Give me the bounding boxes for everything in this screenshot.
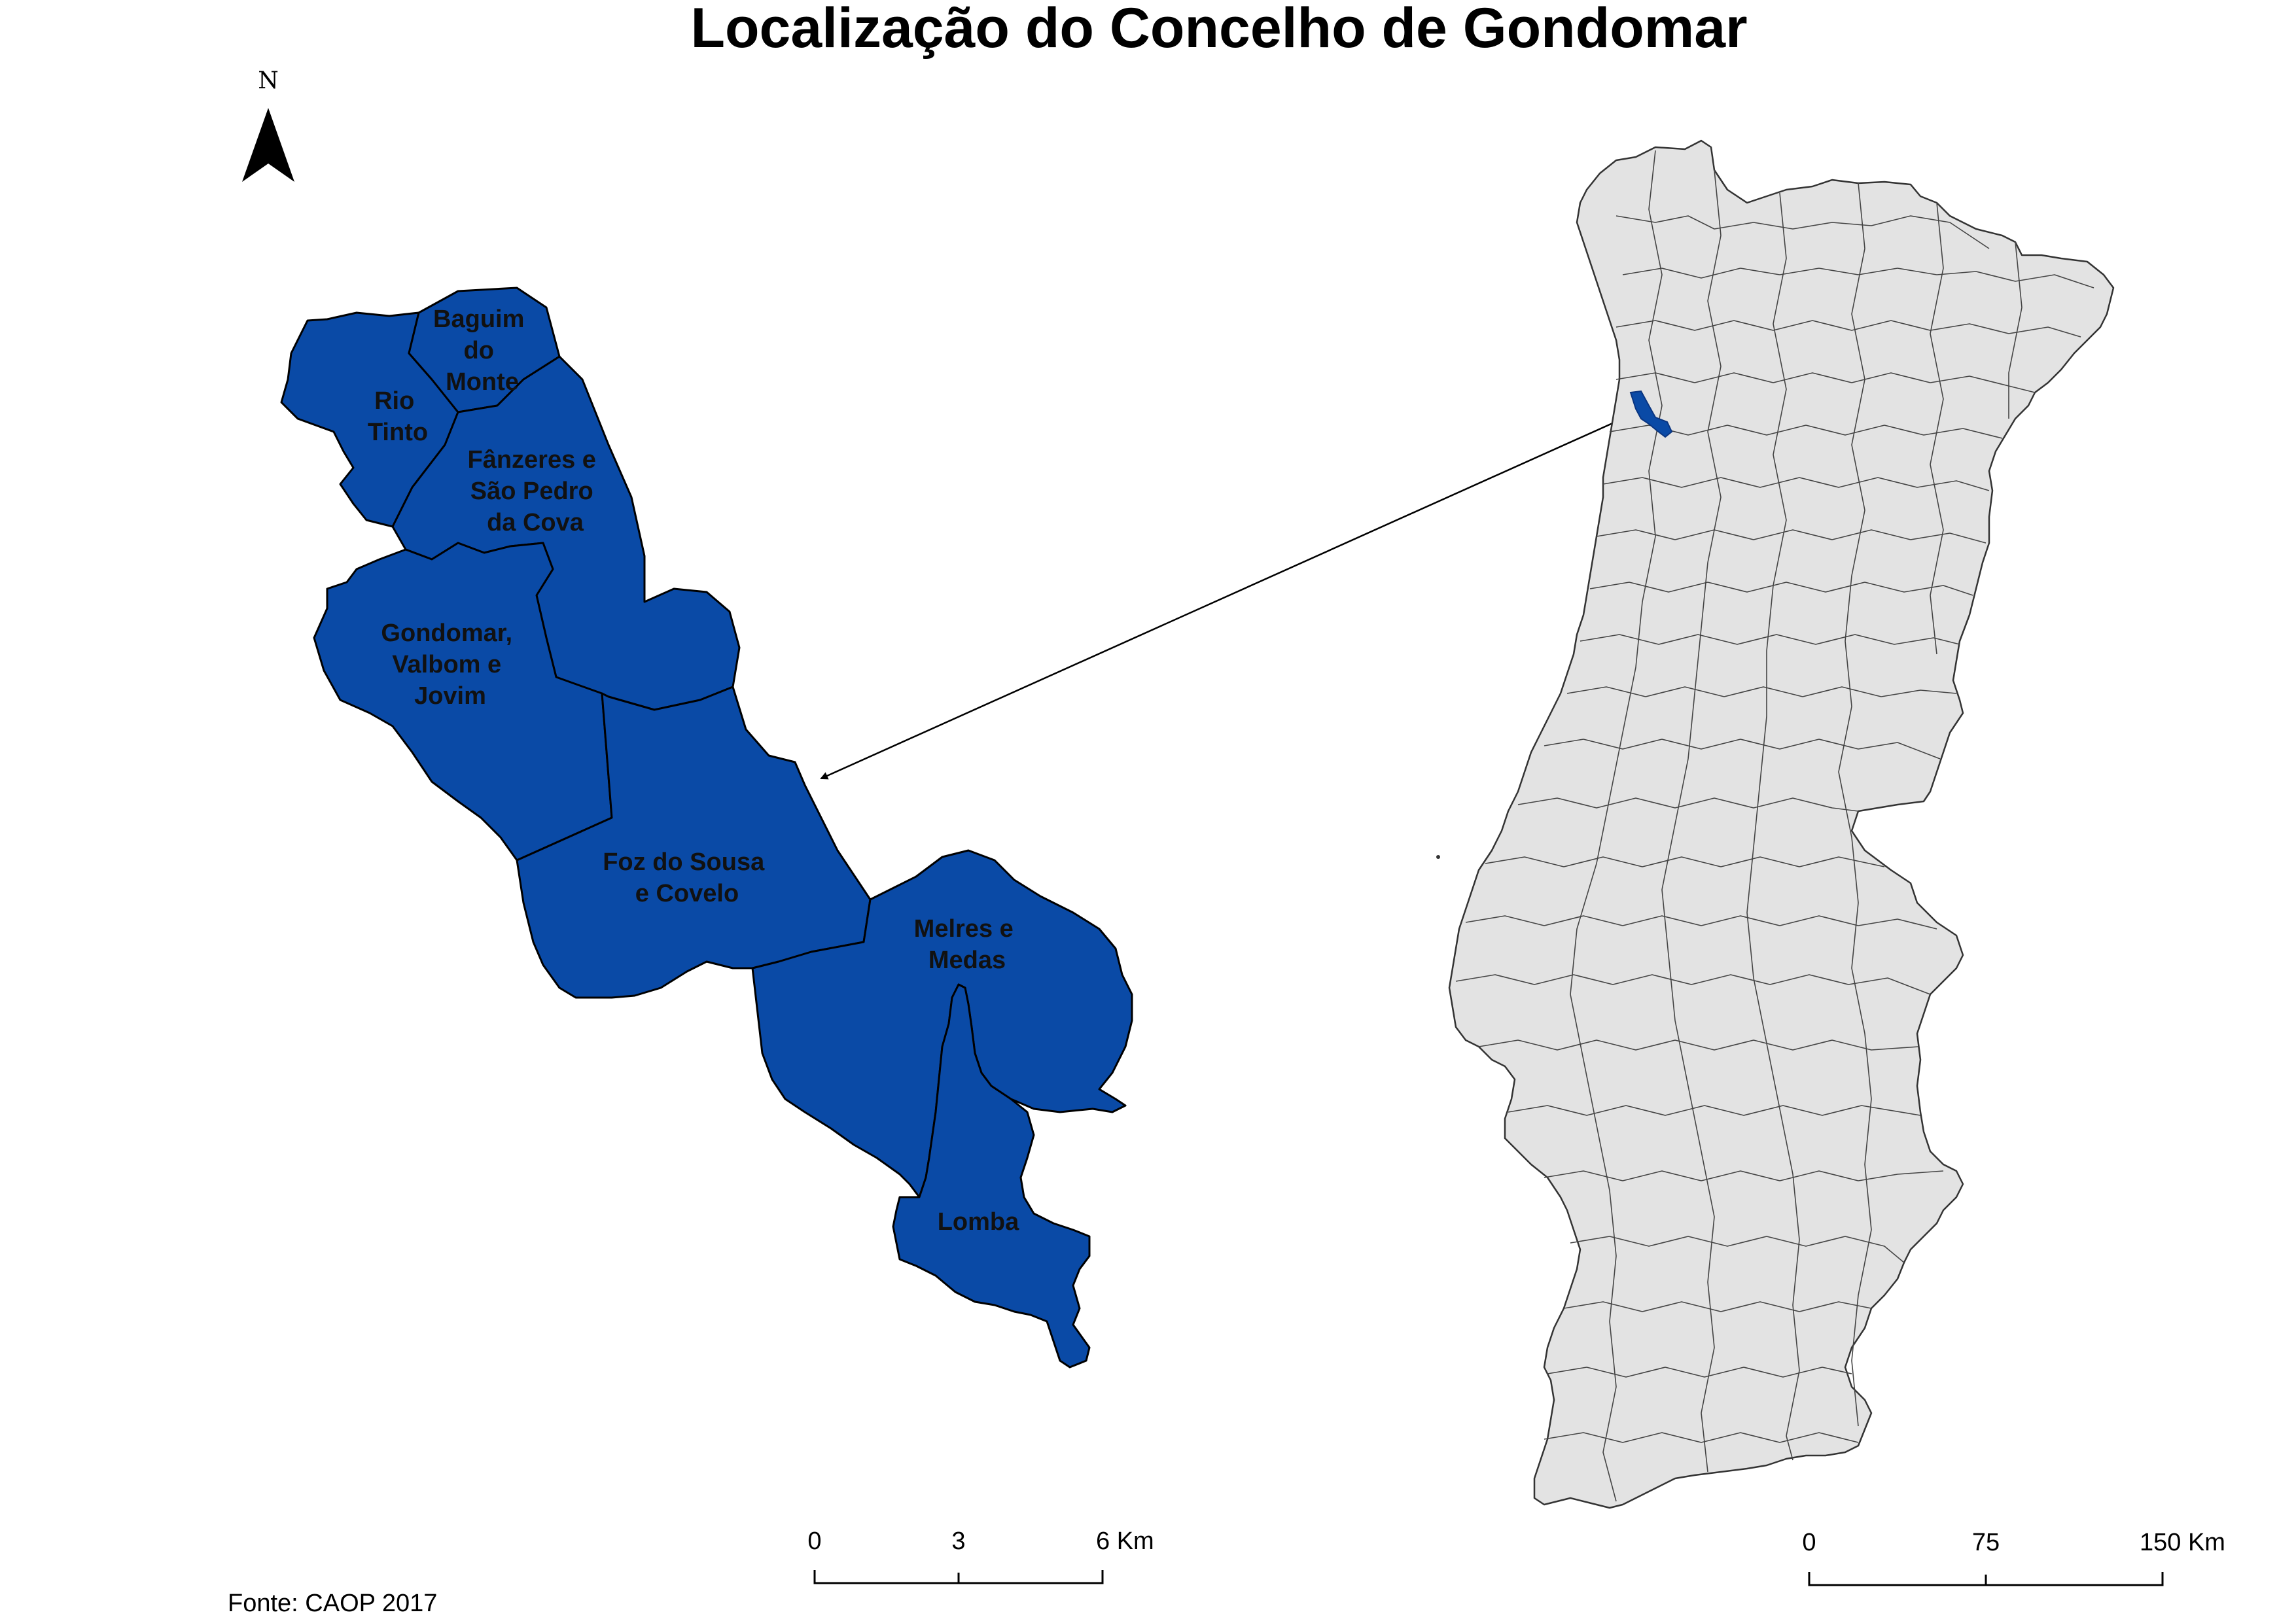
label-foz-do-sousa: Foz do Sousa e Covelo [603, 848, 771, 907]
island-dot [1436, 855, 1440, 859]
parish-gondomar[interactable] [313, 542, 613, 862]
label-lomba: Lomba [938, 1208, 1019, 1236]
svg-text:150 Km: 150 Km [2140, 1529, 2225, 1556]
label-melres: Melres e Medas [914, 915, 1021, 974]
parish-rio-tinto[interactable] [280, 311, 459, 528]
source-caption: Fonte: CAOP 2017 [228, 1590, 437, 1617]
locator-arrow [820, 417, 1623, 780]
label-baguim: Baguim do Monte [433, 305, 531, 396]
scale-bar-detail: 0 3 6 Km [807, 1527, 1154, 1584]
label-rio-tinto: Rio Tinto [368, 387, 428, 446]
svg-text:6 Km: 6 Km [1096, 1527, 1154, 1555]
label-fanzeres: Fânzeres e São Pedro da Cova [467, 446, 603, 536]
svg-text:0: 0 [1802, 1529, 1816, 1556]
svg-text:0: 0 [807, 1527, 821, 1555]
north-label: N [258, 67, 279, 94]
label-gondomar: Gondomar, Valbom e Jovim [381, 620, 519, 710]
gondomar-highlight [1629, 390, 1673, 438]
map-title: Localização do Concelho de Gondomar [690, 0, 1747, 60]
gondomar-parish-map: Baguim do Monte Rio Tinto Fânzeres e São… [280, 287, 1133, 1369]
municipal-boundaries [1455, 150, 2094, 1502]
scale-bar-country: 0 75 150 Km [1802, 1529, 2225, 1586]
portugal-locator-map [1436, 139, 2115, 1509]
svg-text:75: 75 [1972, 1529, 2000, 1556]
parish-lomba[interactable] [892, 983, 1091, 1369]
svg-text:3: 3 [951, 1527, 965, 1555]
north-arrow-icon: N [242, 67, 294, 182]
